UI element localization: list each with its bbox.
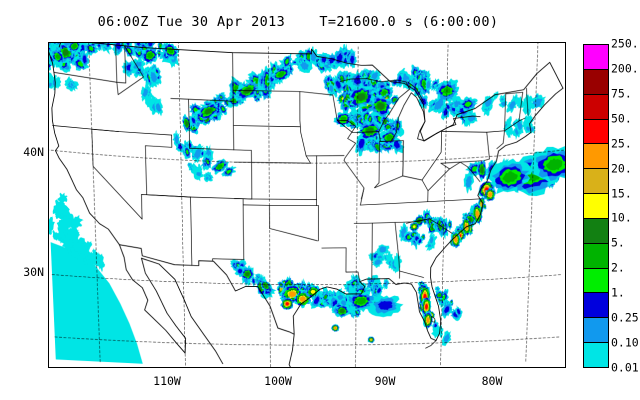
colorbar-tick-200: 200.	[611, 61, 639, 76]
colorbar-swatch-8	[584, 243, 608, 269]
colorbar-tick-50: 50.	[611, 111, 632, 126]
colorbar-swatch-9	[584, 268, 608, 294]
figure-title: 06:00Z Tue 30 Apr 2013 T=21600.0 s (6:00…	[97, 14, 499, 30]
colorbar-tick-75: 75.	[611, 86, 632, 101]
colorbar-swatch-7	[584, 218, 608, 244]
x-tick-label-90w: 90W	[374, 374, 396, 388]
colorbar-swatch-5	[584, 169, 608, 195]
colorbar-swatch-11	[584, 318, 608, 344]
colorbar-tick-0.01: 0.01	[611, 360, 639, 375]
colorbar-tick-10: 10.	[611, 210, 632, 225]
colorbar-tick-0.1: 0.10	[611, 335, 639, 350]
colorbar-swatch-10	[584, 293, 608, 319]
colorbar-tick-5: 5.	[611, 235, 625, 250]
colorbar-swatch-6	[584, 194, 608, 219]
colorbar-tick-25: 25.	[611, 135, 632, 150]
y-tick-label-40n: 40N	[23, 145, 44, 159]
x-tick-label-80w: 80W	[481, 374, 503, 388]
colorbar-tick-15: 15.	[611, 185, 632, 200]
x-tick-label-110w: 110W	[153, 374, 181, 388]
colorbar-swatch-1	[584, 69, 608, 95]
colorbar-tick-labels: 250. 200. 75. 50. 25. 20. 15. 10. 5. 2. 1. 0.25 0.10…	[611, 38, 640, 373]
colorbar-tick-2: 2.	[611, 260, 625, 275]
colorbar-tick-0.25: 0.25	[611, 310, 639, 325]
colorbar-tick-1: 1.	[611, 285, 625, 300]
colorbar-scale	[583, 44, 609, 368]
colorbar-swatch-2	[584, 94, 608, 120]
colorbar-swatch-4	[584, 144, 608, 170]
colorbar-tick-20: 20.	[611, 160, 632, 175]
x-tick-label-100w: 100W	[264, 374, 292, 388]
colorbar-swatch-0	[584, 45, 608, 70]
colorbar-swatch-12	[584, 343, 608, 367]
colorbar-swatch-3	[584, 119, 608, 145]
y-tick-label-30n: 30N	[23, 265, 44, 279]
precipitation-heatmap-canvas	[49, 43, 565, 367]
map-plot-area	[48, 42, 566, 368]
colorbar-tick-250: 250.	[611, 36, 639, 51]
